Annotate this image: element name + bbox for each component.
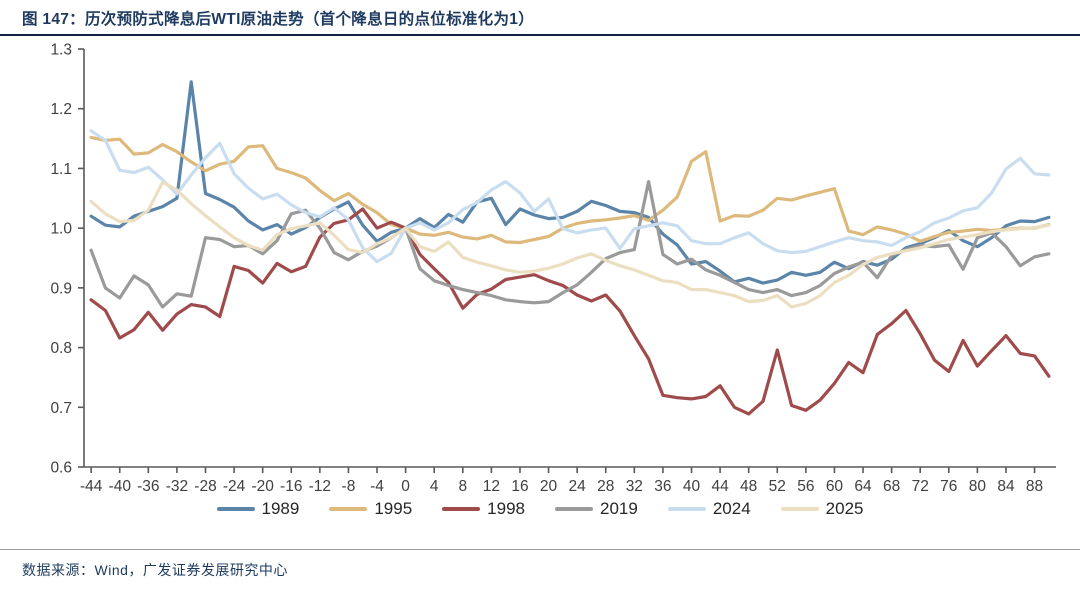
y-tick-label: 0.6 — [50, 460, 72, 477]
legend-item-1995: 1995 — [329, 499, 412, 519]
x-tick-label: 28 — [597, 478, 614, 495]
x-tick-label: 16 — [511, 478, 528, 495]
x-tick-label: -28 — [194, 478, 216, 495]
legend-label-1995: 1995 — [374, 499, 413, 518]
series-line-1989 — [89, 80, 1051, 285]
x-tick-label: 88 — [1026, 478, 1043, 495]
figure-footer: 数据来源：Wind，广发证券发展研究中心 — [0, 549, 1080, 592]
legend-label-2024: 2024 — [712, 499, 751, 518]
wti-line-chart: 0.6 0.7 0.8 0.9 1.0 1.1 1.2 1.3 -44 -40 -36 -32 -28-… — [0, 36, 1080, 498]
legend-label-2019: 2019 — [600, 499, 638, 518]
x-tick-label: 32 — [626, 478, 643, 495]
y-tick-label: 1.0 — [50, 221, 72, 238]
legend-swatch-2019 — [555, 507, 593, 511]
data-source-text: 数据来源：Wind，广发证券发展研究中心 — [22, 562, 288, 578]
legend-label-1989: 1989 — [261, 499, 300, 518]
x-tick-label: 0 — [401, 478, 410, 495]
x-tick-label: 4 — [430, 478, 439, 495]
chart-legend: 1989 1995 1998 2019 2024 2025 — [0, 492, 1080, 526]
legend-swatch-1989 — [216, 507, 255, 511]
x-tick-label: 8 — [458, 478, 467, 495]
y-tick-label: 0.9 — [50, 280, 72, 297]
x-tick-label: 44 — [711, 478, 729, 495]
x-tick-label: 20 — [540, 478, 558, 495]
x-tick-label: -4 — [370, 478, 384, 495]
x-tick-label: -40 — [109, 478, 132, 495]
title-divider — [0, 34, 1080, 36]
x-tick-label: 84 — [997, 478, 1015, 495]
series-line-2024 — [89, 129, 1051, 264]
footer-divider — [0, 549, 1080, 550]
x-tick-label: 60 — [826, 478, 844, 495]
legend-swatch-1995 — [329, 507, 368, 511]
legend-swatch-2024 — [667, 507, 706, 511]
series-line-1995 — [89, 135, 1051, 245]
legend-item-1998: 1998 — [442, 499, 525, 519]
x-tick-label: -36 — [137, 478, 159, 495]
figure-title: 图 147：历次预防式降息后WTI原油走势（首个降息日的点位标准化为1） — [22, 11, 534, 28]
x-tick-label: -24 — [223, 478, 246, 495]
x-tick-label: 52 — [769, 478, 786, 495]
y-tick-label: 1.3 — [50, 42, 72, 59]
y-tick-label: 1.1 — [50, 161, 72, 178]
legend-label-2025: 2025 — [825, 499, 864, 518]
legend-item-2025: 2025 — [780, 499, 864, 519]
x-tick-label: 48 — [740, 478, 757, 495]
x-tick-label: 76 — [940, 478, 957, 495]
x-tick-label: 24 — [569, 478, 587, 495]
x-tick-label: 80 — [969, 478, 987, 495]
y-tick-label: 0.8 — [50, 340, 72, 357]
x-tick-label: -32 — [166, 478, 188, 495]
legend-item-2024: 2024 — [667, 499, 751, 519]
x-tick-label: 36 — [654, 478, 671, 495]
figure-header: 图 147：历次预防式降息后WTI原油走势（首个降息日的点位标准化为1） — [0, 0, 1080, 34]
y-tick-label: 0.7 — [50, 400, 72, 417]
legend-swatch-1998 — [442, 507, 481, 511]
x-tick-label: 56 — [797, 478, 814, 495]
legend-label-1998: 1998 — [487, 499, 525, 518]
x-tick-label: -8 — [342, 478, 356, 495]
x-tick-label: 12 — [483, 478, 500, 495]
chart-canvas: 0.60.70.80.91.01.11.21.3-44 -40 -36 -32 -28-… — [50, 42, 1056, 495]
x-tick-label: 40 — [683, 478, 701, 495]
legend-item-1989: 1989 — [216, 499, 300, 519]
x-tick-label: 64 — [854, 478, 872, 495]
x-tick-label: -12 — [309, 478, 331, 495]
series-line-2019 — [89, 180, 1051, 309]
x-tick-label: -20 — [251, 478, 274, 495]
series-line-2025 — [89, 180, 1051, 309]
y-tick-label: 1.2 — [50, 101, 72, 118]
legend-item-2019: 2019 — [555, 499, 638, 519]
x-tick-label: 72 — [912, 478, 929, 495]
legend-swatch-2025 — [780, 507, 819, 511]
x-tick-label: -44 — [80, 478, 103, 495]
x-tick-label: -16 — [280, 478, 302, 495]
x-tick-label: 68 — [883, 478, 900, 495]
